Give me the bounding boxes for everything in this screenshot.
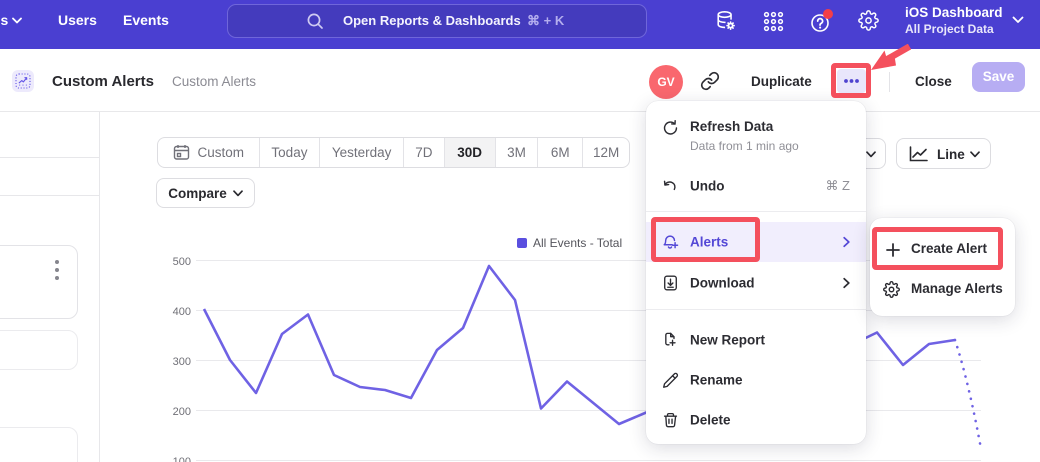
svg-text:400: 400 (173, 306, 191, 318)
svg-text:100: 100 (173, 456, 191, 462)
svg-text:200: 200 (173, 406, 191, 418)
svg-text:500: 500 (173, 256, 191, 268)
svg-text:300: 300 (173, 356, 191, 368)
